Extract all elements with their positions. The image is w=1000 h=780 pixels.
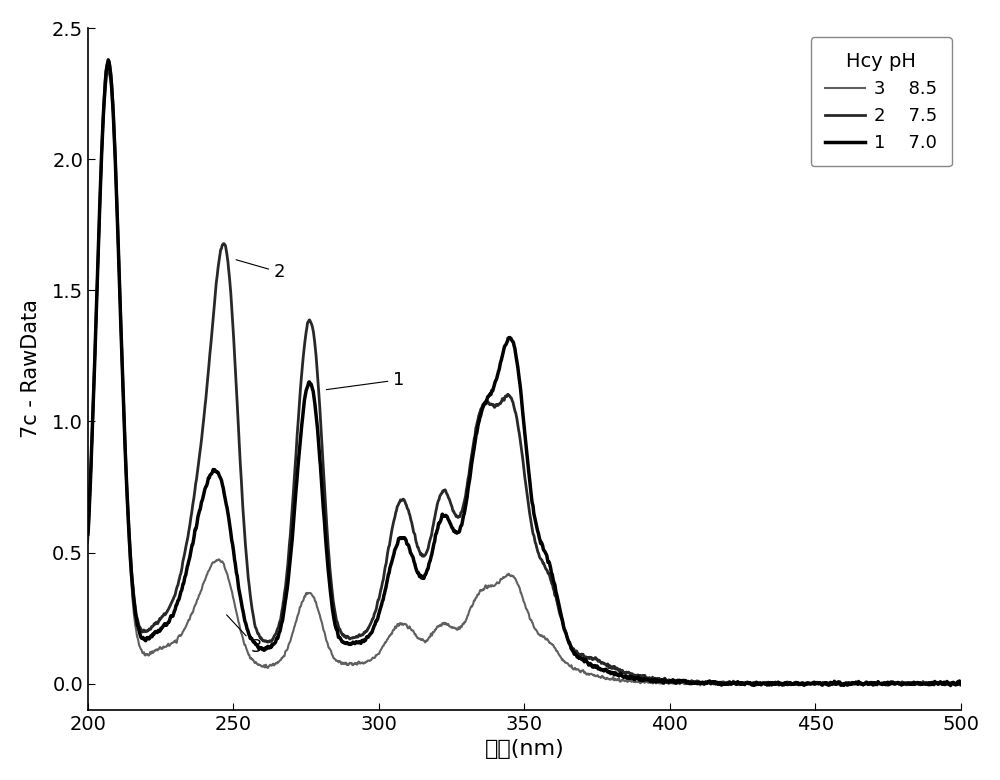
Text: 2: 2 xyxy=(236,260,286,282)
Text: 3: 3 xyxy=(227,615,262,656)
X-axis label: 波长(nm): 波长(nm) xyxy=(484,739,564,759)
Y-axis label: 7c - RawData: 7c - RawData xyxy=(21,300,41,438)
Text: 1: 1 xyxy=(326,370,405,390)
Legend: 3    8.5, 2    7.5, 1    7.0: 3 8.5, 2 7.5, 1 7.0 xyxy=(811,37,952,166)
